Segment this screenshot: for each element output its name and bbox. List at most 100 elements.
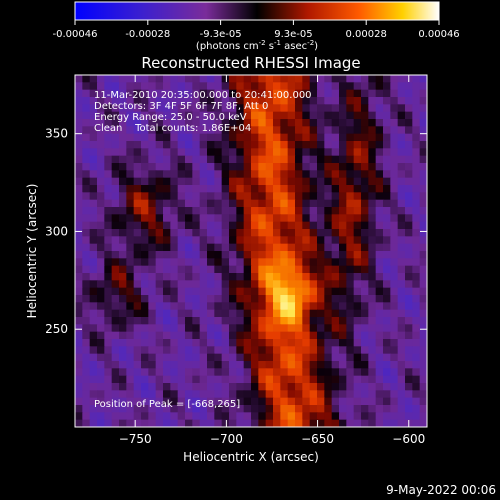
heatmap-cell xyxy=(309,405,318,413)
heatmap-cell xyxy=(104,75,113,83)
heatmap-cell xyxy=(324,236,333,245)
heatmap-cell xyxy=(412,251,421,259)
heatmap-cell xyxy=(192,317,201,325)
heatmap-cell xyxy=(383,89,391,98)
heatmap-cell xyxy=(148,412,157,421)
heatmap-cell xyxy=(361,265,369,274)
heatmap-cell xyxy=(346,104,355,113)
heatmap-cell xyxy=(280,309,289,318)
heatmap-cell xyxy=(287,317,296,325)
heatmap-cell xyxy=(412,229,421,237)
heatmap-cell xyxy=(133,104,142,113)
heatmap-cell xyxy=(295,309,303,318)
heatmap-cell xyxy=(280,126,289,135)
heatmap-cell xyxy=(383,331,391,340)
heatmap-cell xyxy=(75,141,83,149)
heatmap-cell xyxy=(163,221,171,230)
heatmap-cell xyxy=(280,163,289,171)
heatmap-cell xyxy=(133,221,142,230)
heatmap-cell xyxy=(243,361,252,369)
heatmap-cell xyxy=(243,75,252,83)
heatmap-cell xyxy=(368,236,377,245)
heatmap-cell xyxy=(243,141,252,149)
heatmap-cell xyxy=(236,339,245,347)
heatmap-cell xyxy=(97,309,105,318)
heatmap-cell xyxy=(339,229,347,237)
heatmap-cell xyxy=(265,133,274,142)
heatmap-cell xyxy=(361,141,369,149)
heatmap-cell xyxy=(177,141,186,149)
heatmap-cell xyxy=(119,339,127,347)
heatmap-cell xyxy=(265,324,274,333)
heatmap-cell xyxy=(214,258,223,267)
heatmap-cell xyxy=(251,89,259,98)
heatmap-cell xyxy=(309,368,318,377)
heatmap-cell xyxy=(309,302,318,311)
heatmap-cell xyxy=(295,82,303,91)
heatmap-cell xyxy=(302,243,311,252)
heatmap-cell xyxy=(82,75,91,83)
heatmap-cell xyxy=(199,192,208,201)
heatmap-cell xyxy=(192,192,201,201)
heatmap-cell xyxy=(331,229,340,237)
heatmap-cell xyxy=(82,97,91,105)
heatmap-cell xyxy=(302,133,311,142)
heatmap-cell xyxy=(126,383,135,391)
heatmap-cell xyxy=(177,324,186,333)
heatmap-cell xyxy=(390,317,399,325)
heatmap-cell xyxy=(265,251,274,259)
heatmap-cell xyxy=(412,221,421,230)
heatmap-cell xyxy=(199,419,208,427)
heatmap-cell xyxy=(317,309,325,318)
heatmap-cell xyxy=(104,243,113,252)
heatmap-cell xyxy=(141,119,149,127)
heatmap-cell xyxy=(295,324,303,333)
heatmap-cell xyxy=(133,141,142,149)
heatmap-cell xyxy=(185,141,193,149)
heatmap-cell xyxy=(412,317,421,325)
heatmap-cell xyxy=(243,89,252,98)
heatmap-cell xyxy=(280,346,289,355)
heatmap-cell xyxy=(353,346,362,355)
heatmap-cell xyxy=(273,104,281,113)
heatmap-cell xyxy=(353,82,362,91)
heatmap-cell xyxy=(221,119,230,127)
heatmap-cell xyxy=(419,177,427,186)
heatmap-cell xyxy=(163,89,171,98)
heatmap-cell xyxy=(339,221,347,230)
heatmap-cell xyxy=(317,163,325,171)
heatmap-cell xyxy=(155,390,164,399)
heatmap-cell xyxy=(82,82,91,91)
heatmap-cell xyxy=(383,243,391,252)
heatmap-cell xyxy=(412,199,421,208)
heatmap-cell xyxy=(89,405,98,413)
heatmap-cell xyxy=(390,75,399,83)
heatmap-cell xyxy=(346,265,355,274)
heatmap-cell xyxy=(287,221,296,230)
heatmap-cell xyxy=(273,177,281,186)
heatmap-cell xyxy=(302,148,311,157)
heatmap-cell xyxy=(207,192,215,201)
heatmap-cell xyxy=(89,412,98,421)
heatmap-cell xyxy=(185,346,193,355)
heatmap-cell xyxy=(185,75,193,83)
heatmap-cell xyxy=(405,229,413,237)
heatmap-cell xyxy=(361,412,369,421)
heatmap-cell xyxy=(243,309,252,318)
heatmap-cell xyxy=(104,368,113,377)
heatmap-cell xyxy=(82,163,91,171)
heatmap-cell xyxy=(126,339,135,347)
heatmap-cell xyxy=(412,141,421,149)
heatmap-cell xyxy=(126,280,135,289)
heatmap-cell xyxy=(287,82,296,91)
heatmap-cell xyxy=(324,397,333,406)
heatmap-cell xyxy=(75,412,83,421)
heatmap-cell xyxy=(397,368,406,377)
heatmap-cell xyxy=(229,324,237,333)
heatmap-cell xyxy=(148,126,157,135)
heatmap-cell xyxy=(258,89,267,98)
heatmap-cell xyxy=(89,346,98,355)
heatmap-cell xyxy=(346,192,355,201)
heatmap-cell xyxy=(236,295,245,303)
